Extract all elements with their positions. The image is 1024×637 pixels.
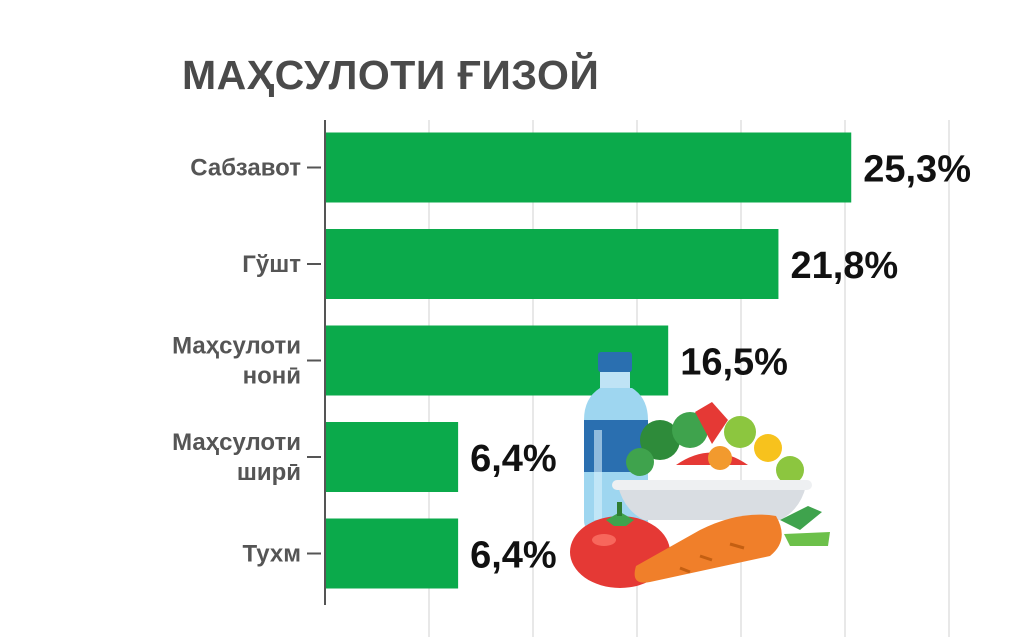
category-label: ширӣ	[237, 459, 301, 486]
data-label: 21,8%	[790, 245, 898, 287]
salad-bowl-icon	[612, 402, 812, 520]
category-label: Маҳсулоти	[172, 333, 301, 360]
bar	[325, 518, 459, 589]
data-label: 6,4%	[470, 438, 557, 480]
data-label: 6,4%	[470, 535, 557, 577]
carrot-icon	[634, 506, 830, 583]
category-label: Маҳсулоти	[172, 429, 301, 456]
category-label: нонӣ	[243, 363, 301, 390]
data-label: 16,5%	[680, 342, 788, 384]
chart-title: МАҲСУЛОТИ ҒИЗОЙ	[182, 52, 600, 98]
category-label: Гўшт	[242, 251, 301, 278]
category-label: Сабзавот	[190, 155, 301, 182]
bar	[325, 229, 779, 299]
data-label: 25,3%	[863, 149, 971, 191]
bar	[325, 132, 852, 203]
category-label: Тухм	[243, 541, 302, 568]
bar	[325, 422, 459, 492]
